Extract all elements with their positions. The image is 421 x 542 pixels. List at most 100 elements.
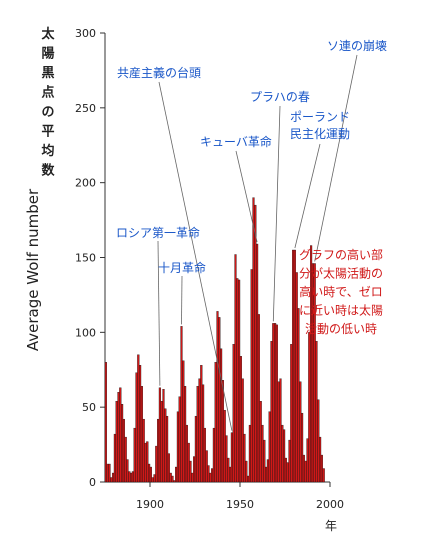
- sunspot-bar: [239, 356, 242, 483]
- sunspot-bar: [119, 387, 122, 483]
- sunspot-bar: [106, 463, 109, 483]
- sunspot-bar: [194, 415, 197, 483]
- sunspot-bar: [164, 408, 167, 483]
- y-label-ja-char: 点: [41, 85, 54, 101]
- note-line: 高い時で、ゼロ: [299, 284, 383, 299]
- x-tick-label: 1950: [226, 498, 254, 511]
- annotation-leader-line: [181, 275, 183, 325]
- sunspot-bar: [133, 427, 136, 483]
- sunspot-bar: [121, 403, 124, 483]
- sunspot-bar: [230, 432, 233, 483]
- sunspot-bar: [185, 424, 188, 483]
- sunspot-bar: [144, 442, 147, 483]
- sunspot-bar: [310, 245, 313, 483]
- sunspot-bar: [232, 344, 235, 483]
- sunspot-bar: [288, 439, 291, 483]
- sunspot-bar: [112, 472, 115, 483]
- sunspot-bar: [266, 459, 269, 483]
- sunspot-bar: [158, 387, 161, 483]
- annotation-leader-line: [235, 150, 258, 243]
- sunspot-bar: [137, 354, 140, 483]
- sunspot-bar: [160, 401, 163, 483]
- sunspot-bar: [128, 471, 131, 483]
- x-ticks: 1900 1950 2000: [136, 482, 344, 511]
- sunspot-bar: [265, 466, 268, 483]
- sunspot-bar: [176, 411, 179, 483]
- sunspot-bar: [229, 466, 232, 483]
- sunspot-bar: [202, 384, 205, 483]
- sunspot-bar: [220, 348, 223, 483]
- sunspot-bar: [148, 463, 151, 483]
- sunspot-bar: [191, 472, 194, 483]
- annotation-leader-line: [272, 105, 281, 322]
- sunspot-bar: [171, 475, 174, 483]
- y-tick-label: 300: [75, 27, 96, 40]
- x-axis-unit: 年: [325, 519, 337, 533]
- sunspot-bar: [277, 381, 280, 483]
- sunspot-bar: [290, 344, 293, 483]
- sunspot-bar: [252, 197, 255, 483]
- sunspot-bar: [216, 311, 219, 483]
- sunspot-bar: [184, 386, 187, 483]
- sunspot-bar: [227, 457, 230, 483]
- sunspot-bar: [110, 477, 113, 483]
- sunspot-bar: [283, 429, 286, 483]
- annotation-label: ロシア第一革命: [116, 225, 200, 240]
- sunspot-bar: [205, 450, 208, 483]
- note-line: 活動の低い時: [305, 322, 377, 336]
- sunspot-bar: [149, 466, 152, 483]
- annotation-leader-line: [294, 143, 321, 249]
- y-axis-label: Average Wolf number: [24, 188, 42, 351]
- sunspot-bar: [167, 453, 170, 483]
- annotation-leader-line: [157, 240, 161, 386]
- sunspot-bar: [270, 341, 273, 483]
- y-ticks: 0 50 100 150 200 250 300: [75, 27, 105, 489]
- bar-series: [104, 197, 325, 483]
- sunspot-bar: [243, 433, 246, 483]
- annotation-leader-line: [314, 54, 358, 262]
- sunspot-bar: [117, 392, 120, 483]
- sunspot-bar: [281, 424, 284, 483]
- sunspot-bar: [135, 372, 138, 483]
- sunspot-bar: [225, 435, 228, 483]
- annotation-label: 民主化運動: [290, 127, 350, 141]
- annotation-label: プラハの春: [250, 90, 310, 104]
- annotation-label: ポーランド: [290, 110, 350, 124]
- sunspot-bar: [292, 249, 295, 483]
- annotation-label: ソ連の崩壊: [327, 39, 387, 53]
- sunspot-bar: [124, 436, 127, 483]
- sunspot-bar: [238, 279, 241, 483]
- sunspot-bar: [322, 468, 325, 483]
- y-tick-label: 200: [75, 177, 96, 190]
- sunspot-bar: [241, 378, 244, 483]
- y-label-ja-char: 黒: [41, 65, 54, 81]
- y-label-ja-char: の: [41, 105, 54, 120]
- sunspot-bar: [304, 460, 307, 483]
- sunspot-bar: [274, 323, 277, 483]
- sunspot-bar: [317, 399, 320, 483]
- sunspot-bar: [306, 438, 309, 483]
- y-tick-label: 250: [75, 102, 96, 115]
- sunspot-bar: [259, 401, 262, 483]
- y-tick-label: 50: [82, 401, 96, 414]
- note-line: に近い時は太陽: [299, 303, 383, 318]
- y-tick-label: 0: [89, 476, 96, 489]
- sunspot-bar: [130, 472, 133, 483]
- sunspot-bar: [182, 360, 185, 483]
- sunspot-bar: [131, 471, 134, 483]
- sunspot-bar: [180, 326, 183, 483]
- sunspot-bar: [250, 269, 253, 483]
- sunspot-bar: [189, 460, 192, 483]
- sunspot-bar: [221, 380, 224, 483]
- y-label-ja-char: 平: [41, 125, 54, 140]
- sunspot-bar: [151, 477, 154, 483]
- sunspot-bar: [315, 341, 318, 483]
- sunspot-bar: [193, 456, 196, 483]
- sunspot-bar: [153, 474, 156, 483]
- sunspot-bar: [198, 378, 201, 483]
- sunspot-bar: [115, 401, 118, 483]
- sunspot-bar: [126, 459, 129, 483]
- x-tick-label: 1900: [136, 498, 164, 511]
